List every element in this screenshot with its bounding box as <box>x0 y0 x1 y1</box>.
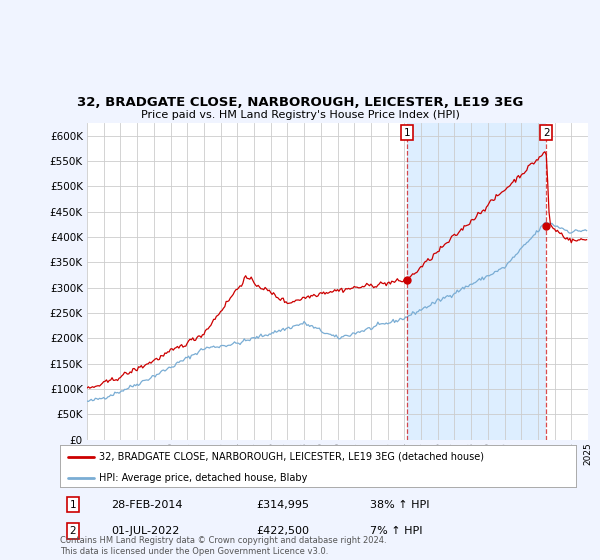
Text: Price paid vs. HM Land Registry's House Price Index (HPI): Price paid vs. HM Land Registry's House … <box>140 110 460 120</box>
Bar <box>407 123 546 440</box>
Text: HPI: Average price, detached house, Blaby: HPI: Average price, detached house, Blab… <box>98 473 307 483</box>
Text: 01-JUL-2022: 01-JUL-2022 <box>112 526 180 536</box>
Text: Contains HM Land Registry data © Crown copyright and database right 2024.
This d: Contains HM Land Registry data © Crown c… <box>60 536 386 556</box>
Text: 7% ↑ HPI: 7% ↑ HPI <box>370 526 422 536</box>
Text: 2: 2 <box>70 526 76 536</box>
Text: 2: 2 <box>543 128 550 138</box>
Text: 32, BRADGATE CLOSE, NARBOROUGH, LEICESTER, LE19 3EG: 32, BRADGATE CLOSE, NARBOROUGH, LEICESTE… <box>77 96 523 109</box>
Text: £422,500: £422,500 <box>256 526 309 536</box>
Text: 1: 1 <box>70 500 76 510</box>
Text: 1: 1 <box>404 128 410 138</box>
Text: 38% ↑ HPI: 38% ↑ HPI <box>370 500 429 510</box>
Text: £314,995: £314,995 <box>256 500 309 510</box>
Text: 32, BRADGATE CLOSE, NARBOROUGH, LEICESTER, LE19 3EG (detached house): 32, BRADGATE CLOSE, NARBOROUGH, LEICESTE… <box>98 452 484 462</box>
Text: 28-FEB-2014: 28-FEB-2014 <box>112 500 183 510</box>
